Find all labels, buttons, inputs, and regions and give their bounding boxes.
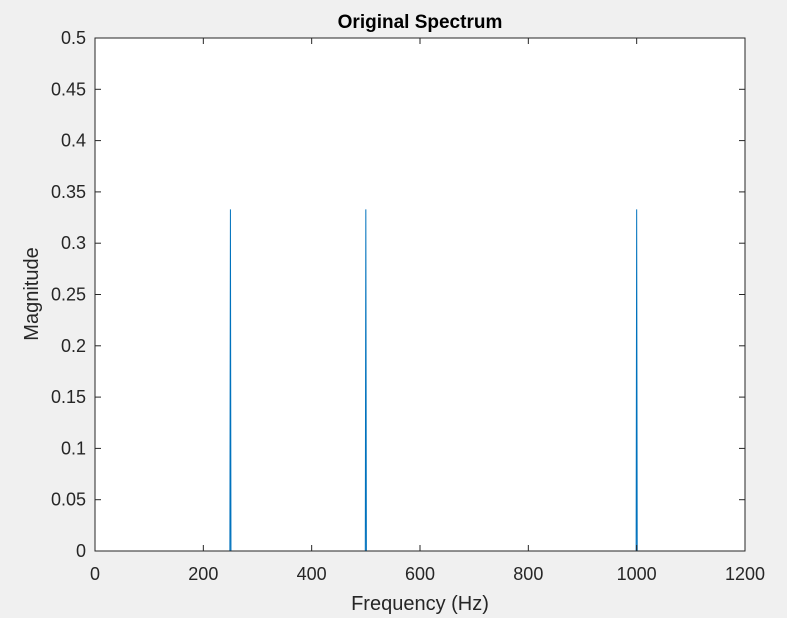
y-tick-label: 0.1: [61, 438, 86, 458]
x-tick-label: 1200: [725, 564, 765, 584]
y-tick-label: 0.3: [61, 233, 86, 253]
x-axis: 0 200 400 600 800 1000 1200: [90, 38, 765, 584]
y-tick-label: 0.15: [51, 387, 86, 407]
x-axis-label: Frequency (Hz): [351, 593, 489, 615]
x-tick-label: 800: [513, 564, 543, 584]
y-axis: 0 0.05 0.1 0.15 0.2 0.25 0.3 0.35 0.4 0.45 0.5: [51, 28, 745, 561]
y-tick-label: 0.05: [51, 490, 86, 510]
x-tick-label: 200: [188, 564, 218, 584]
series-line-1: [95, 209, 745, 552]
y-tick-label: 0: [76, 541, 86, 561]
y-tick-label: 0.5: [61, 28, 86, 48]
x-tick-label: 1000: [617, 564, 657, 584]
plot-area: [95, 38, 745, 551]
y-tick-label: 0.2: [61, 336, 86, 356]
x-tick-label: 400: [297, 564, 327, 584]
y-tick-label: 0.35: [51, 182, 86, 202]
spectrum-series: [95, 209, 745, 552]
chart-title: Original Spectrum: [338, 12, 503, 33]
y-tick-label: 0.25: [51, 285, 86, 305]
y-axis-label: Magnitude: [21, 247, 43, 340]
y-tick-label: 0.4: [61, 131, 86, 151]
y-tick-label: 0.45: [51, 79, 86, 99]
x-tick-label: 600: [405, 564, 435, 584]
x-tick-label: 0: [90, 564, 100, 584]
